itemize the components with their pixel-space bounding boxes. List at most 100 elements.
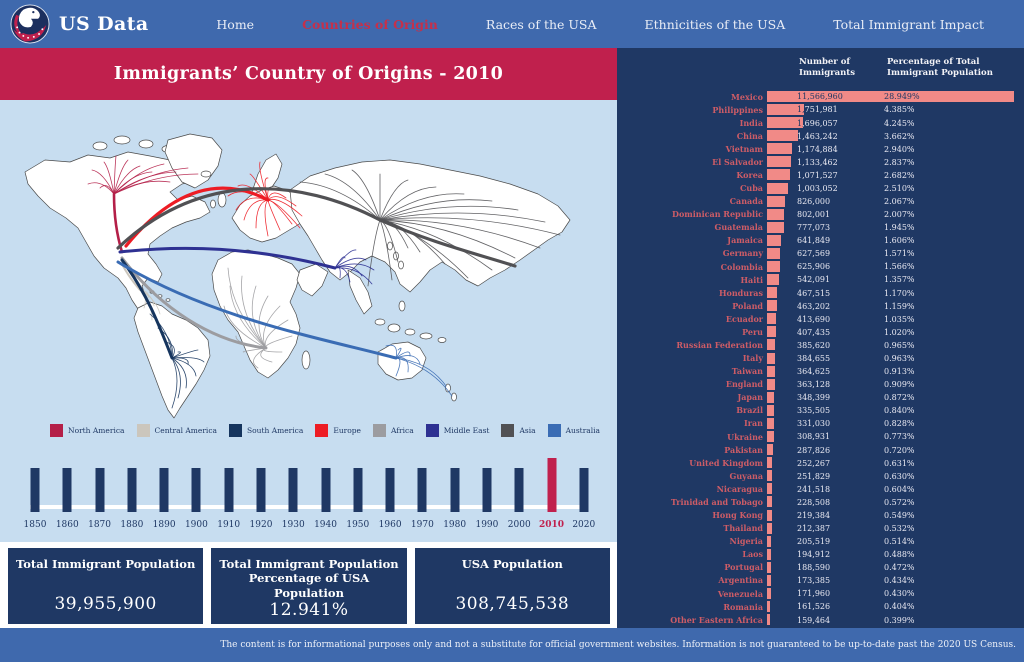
disclaimer-text: The content is for informational purpose… <box>220 640 1016 650</box>
timeline-bar[interactable] <box>579 468 589 512</box>
timeline-year-label[interactable]: 1900 <box>184 520 208 530</box>
immigrant-count: 173,385 <box>797 576 831 586</box>
brand[interactable]: US Data <box>0 4 149 44</box>
timeline-year-label[interactable]: 2000 <box>507 520 531 530</box>
timeline-year-label[interactable]: 1940 <box>314 520 337 530</box>
timeline-year-label[interactable]: 1870 <box>88 520 112 530</box>
stat-value: 12.941% <box>269 600 349 621</box>
timeline-bar[interactable] <box>95 468 105 512</box>
timeline-bar[interactable] <box>62 468 72 512</box>
timeline-bar[interactable] <box>482 468 492 512</box>
timeline-tick-1930[interactable]: 1930 <box>280 440 306 542</box>
timeline-year-label[interactable]: 2020 <box>572 520 596 530</box>
immigrant-count: 171,960 <box>797 589 831 599</box>
timeline-year-label[interactable]: 2010 <box>538 520 565 530</box>
immigrant-percent: 1.606% <box>884 236 915 246</box>
timeline-bar[interactable] <box>417 468 427 512</box>
timeline-tick-1910[interactable]: 1910 <box>216 440 242 542</box>
timeline-bar[interactable] <box>288 468 298 512</box>
timeline-bar[interactable] <box>353 468 363 512</box>
nav-item-ethnicities-of-the-usa[interactable]: Ethnicities of the USA <box>644 16 786 32</box>
timeline-tick-1970[interactable]: 1970 <box>409 440 435 542</box>
nav-item-countries-of-origin[interactable]: Countries of Origin <box>302 16 438 32</box>
timeline-bar[interactable] <box>256 468 266 512</box>
timeline-bar[interactable] <box>514 468 524 512</box>
timeline-bar[interactable] <box>127 468 137 512</box>
timeline-tick-1880[interactable]: 1880 <box>119 440 145 542</box>
timeline-bar[interactable] <box>450 468 460 512</box>
timeline-tick-1870[interactable]: 1870 <box>87 440 113 542</box>
country-label: Canada <box>729 196 763 207</box>
legend-swatch-icon <box>425 424 439 437</box>
immigrant-percent: 0.472% <box>884 563 915 573</box>
immigrant-percent: 0.909% <box>884 380 915 390</box>
timeline-bar[interactable] <box>30 468 40 512</box>
timeline-bar[interactable] <box>321 468 331 512</box>
flow-branch-asia <box>379 179 409 221</box>
flow-branch-asia <box>379 219 393 281</box>
timeline-bar[interactable] <box>547 458 556 512</box>
timeline-tick-1890[interactable]: 1890 <box>151 440 177 542</box>
timeline-tick-1900[interactable]: 1900 <box>183 440 209 542</box>
title-banner: Immigrants’ Country of Origins - 2010 <box>0 48 617 100</box>
timeline-year-label[interactable]: 1850 <box>23 520 47 530</box>
country-label: Russian Federation <box>676 340 763 351</box>
timeline-year-label[interactable]: 1930 <box>281 520 305 530</box>
immigrant-percent: 0.913% <box>884 367 915 377</box>
timeline-year-label[interactable]: 1990 <box>475 520 499 530</box>
timeline-tick-1850[interactable]: 1850 <box>22 440 48 542</box>
immigrant-count: 1,696,057 <box>797 118 838 128</box>
nav-item-home[interactable]: Home <box>216 16 255 32</box>
timeline-year-label[interactable]: 1920 <box>249 520 273 530</box>
flow-branch-south-america <box>171 357 187 389</box>
immigrant-count: 11,566,960 <box>797 92 843 102</box>
timeline-year-label[interactable]: 1890 <box>152 520 176 530</box>
country-label: Taiwan <box>731 366 763 377</box>
timeline-year-label[interactable]: 1960 <box>378 520 402 530</box>
timeline-tick-1950[interactable]: 1950 <box>345 440 371 542</box>
timeline-tick-1990[interactable]: 1990 <box>474 440 500 542</box>
nav-item-races-of-the-usa[interactable]: Races of the USA <box>485 16 597 32</box>
timeline-tick-1940[interactable]: 1940 <box>313 440 339 542</box>
timeline-year-label[interactable]: 1910 <box>217 520 241 530</box>
country-label: Honduras <box>718 287 763 298</box>
timeline-year-label[interactable]: 1860 <box>55 520 79 530</box>
timeline-tick-1980[interactable]: 1980 <box>442 440 468 542</box>
timeline-year-label[interactable]: 1880 <box>120 520 144 530</box>
timeline-tick-2010[interactable]: 2010 <box>539 440 565 542</box>
timeline-bar[interactable] <box>159 468 169 512</box>
timeline-tick-1960[interactable]: 1960 <box>377 440 403 542</box>
timeline-tick-1920[interactable]: 1920 <box>248 440 274 542</box>
timeline-year-label[interactable]: 1950 <box>346 520 370 530</box>
legend-swatch-icon <box>136 424 150 437</box>
timeline-bar[interactable] <box>224 468 234 512</box>
timeline-bar[interactable] <box>385 468 395 512</box>
country-label: Vietnam <box>725 143 763 154</box>
timeline-year-label[interactable]: 1970 <box>410 520 434 530</box>
timeline-tick-2000[interactable]: 2000 <box>506 440 532 542</box>
country-label: Laos <box>742 549 763 560</box>
timeline-bar[interactable] <box>191 468 201 512</box>
timeline-year-label[interactable]: 1980 <box>443 520 467 530</box>
timeline-tick-2020[interactable]: 2020 <box>571 440 597 542</box>
immigrant-count: 463,202 <box>797 301 831 311</box>
nav-item-total-immigrant-impact[interactable]: Total Immigrant Impact <box>833 16 984 32</box>
timeline-tick-1860[interactable]: 1860 <box>54 440 80 542</box>
